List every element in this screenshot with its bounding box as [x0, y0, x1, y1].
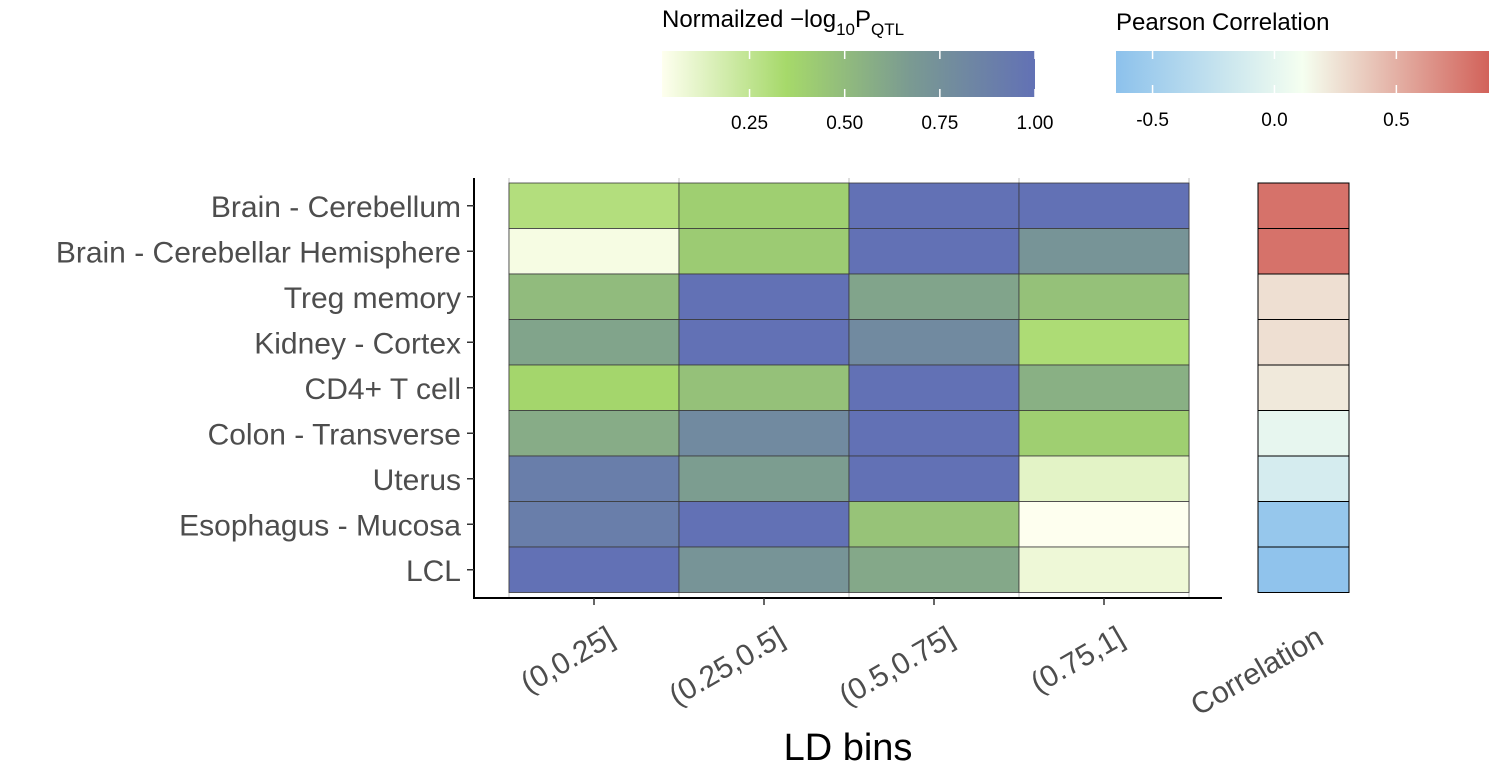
correlation-cell — [1257, 273, 1350, 320]
heatmap-cell — [678, 410, 850, 457]
y-tick-label: Kidney - Cortex — [254, 327, 461, 360]
correlation-legend-tick-label: -0.5 — [1136, 110, 1169, 131]
heatmap-cells — [508, 182, 1190, 593]
heatmap-cell — [508, 364, 680, 411]
heatmap-cell — [678, 455, 850, 502]
value-legend-tick-label: 0.25 — [731, 113, 768, 134]
heatmap-cell — [508, 319, 680, 366]
heatmap-cell — [1018, 364, 1190, 411]
value-legend-title: Normailzed −log10PQTL — [662, 6, 904, 39]
heatmap-cell — [1018, 319, 1190, 366]
heatmap-cell — [508, 228, 680, 275]
y-tick-label: Brain - Cerebellar Hemisphere — [56, 236, 461, 269]
heatmap-cell — [678, 228, 850, 275]
correlation-cell — [1257, 228, 1350, 275]
heatmap-cell — [848, 501, 1020, 548]
y-tick-label: Uterus — [373, 464, 461, 497]
heatmap-cell — [848, 182, 1020, 229]
correlation-cell — [1257, 410, 1350, 457]
correlation-cell — [1257, 455, 1350, 502]
correlation-column-label: Correlation — [1185, 620, 1329, 722]
y-axis-labels: Brain - Cerebellum Brain - Cerebellar Hem… — [56, 191, 474, 588]
x-tick-label: (0.5,0.75] — [834, 620, 960, 712]
correlation-cell — [1257, 364, 1350, 411]
heatmap-cell — [508, 455, 680, 502]
heatmap-cell — [678, 319, 850, 366]
heatmap-cell — [1018, 455, 1190, 502]
x-axis-title: LD bins — [784, 727, 913, 769]
y-tick-label: Brain - Cerebellum — [211, 191, 461, 224]
heatmap-cell — [848, 546, 1020, 593]
heatmap-cell — [508, 546, 680, 593]
heatmap-cell — [678, 501, 850, 548]
correlation-legend-tick-label: 0.5 — [1383, 110, 1409, 131]
correlation-cell — [1257, 501, 1350, 548]
correlation-legend: Pearson Correlation -0.5 0.0 0.5 — [1116, 9, 1489, 131]
y-tick-label: CD4+ T cell — [305, 373, 461, 406]
correlation-legend-colorbar — [1116, 51, 1489, 93]
x-tick-label: (0,0.25] — [515, 620, 620, 699]
heatmap-cell — [678, 273, 850, 320]
value-legend-tick-label: 1.00 — [1017, 113, 1054, 134]
heatmap-cell — [1018, 273, 1190, 320]
y-tick-label: Treg memory — [284, 282, 461, 315]
correlation-legend-title: Pearson Correlation — [1116, 9, 1329, 36]
heatmap-cell — [508, 273, 680, 320]
heatmap-cell — [1018, 501, 1190, 548]
heatmap-cell — [1018, 228, 1190, 275]
heatmap-cell — [508, 501, 680, 548]
correlation-legend-ticks: -0.5 0.0 0.5 — [1136, 51, 1410, 131]
heatmap-cell — [848, 273, 1020, 320]
value-legend-tick-label: 0.50 — [826, 113, 863, 134]
heatmap-cell — [848, 410, 1020, 457]
heatmap-cell — [508, 182, 680, 229]
correlation-cell — [1257, 546, 1350, 593]
correlation-cell — [1257, 182, 1350, 229]
heatmap-cell — [848, 455, 1020, 502]
heatmap-cell — [1018, 546, 1190, 593]
correlation-cells — [1257, 182, 1350, 593]
heatmap-cell — [508, 410, 680, 457]
heatmap-cell — [848, 364, 1020, 411]
y-tick-label: Colon - Transverse — [208, 418, 461, 451]
heatmap-cell — [678, 364, 850, 411]
value-legend-ticks: 0.25 0.50 0.75 1.00 — [731, 51, 1053, 134]
heatmap-cell — [1018, 410, 1190, 457]
x-tick-label: (0.25,0.5] — [664, 620, 790, 712]
x-axis-labels: (0,0.25] (0.25,0.5] (0.5,0.75] (0.75,1] Corr… — [515, 598, 1329, 722]
correlation-cell — [1257, 319, 1350, 366]
heatmap-cell — [678, 546, 850, 593]
value-legend-tick-label: 0.75 — [921, 113, 958, 134]
correlation-legend-tick-label: 0.0 — [1261, 110, 1287, 131]
heatmap-cell — [678, 182, 850, 229]
x-tick-label: (0.75,1] — [1025, 620, 1130, 699]
value-legend-colorbar — [662, 51, 1035, 97]
y-tick-label: LCL — [406, 555, 461, 588]
heatmap-cell — [848, 319, 1020, 366]
y-tick-label: Esophagus - Mucosa — [179, 509, 461, 542]
heatmap-cell — [1018, 182, 1190, 229]
value-legend: Normailzed −log10PQTL 0.25 0.50 0.75 1.00 — [662, 6, 1053, 134]
heatmap-cell — [848, 228, 1020, 275]
